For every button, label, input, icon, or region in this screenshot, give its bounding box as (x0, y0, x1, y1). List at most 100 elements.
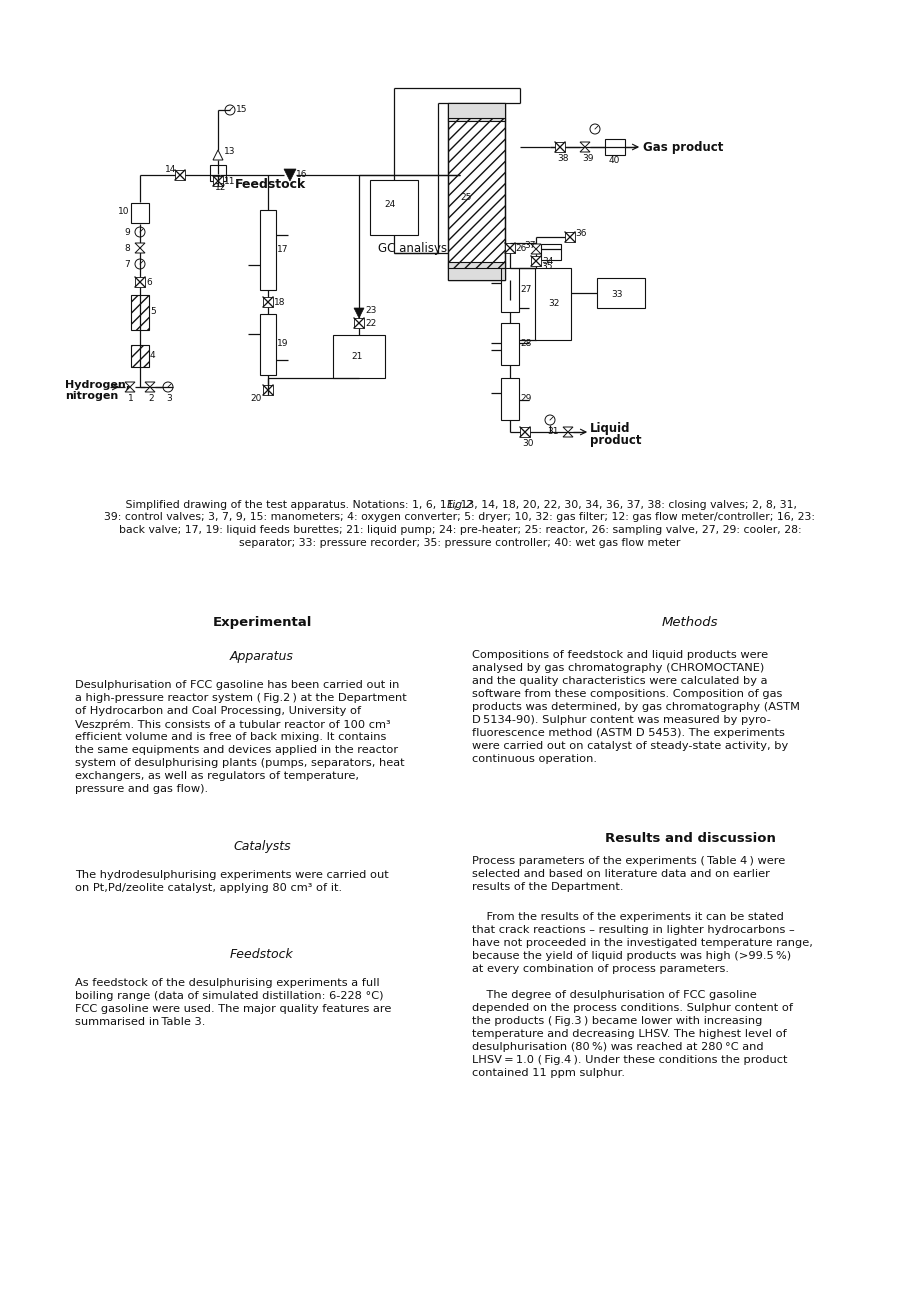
Text: 34: 34 (541, 256, 552, 266)
Text: the products ( Fig.3 ) became lower with increasing: the products ( Fig.3 ) became lower with… (471, 1016, 762, 1026)
Text: Veszprém. This consists of a tubular reactor of 100 cm³: Veszprém. This consists of a tubular rea… (75, 719, 391, 729)
Bar (501, 268, 518, 312)
Text: a high-pressure reactor system ( Fig.2 ) at the Department: a high-pressure reactor system ( Fig.2 )… (75, 693, 406, 703)
Text: products was determined, by gas chromatography (ASTM: products was determined, by gas chromato… (471, 702, 800, 712)
Text: Gas product: Gas product (642, 141, 722, 154)
Text: 20: 20 (250, 395, 261, 404)
Text: Hydrogen,: Hydrogen, (65, 380, 130, 391)
Text: Process parameters of the experiments ( Table 4 ) were: Process parameters of the experiments ( … (471, 855, 785, 866)
Text: 9: 9 (124, 228, 130, 237)
Text: 10: 10 (118, 207, 130, 216)
Text: contained 11 ppm sulphur.: contained 11 ppm sulphur. (471, 1068, 624, 1078)
Text: efficient volume and is free of back mixing. It contains: efficient volume and is free of back mix… (75, 732, 386, 742)
Text: Apparatus: Apparatus (230, 650, 293, 663)
Polygon shape (579, 147, 589, 152)
Text: 5: 5 (150, 307, 155, 316)
Text: Liquid: Liquid (589, 422, 630, 435)
Text: nitrogen: nitrogen (65, 391, 119, 401)
Polygon shape (530, 249, 540, 254)
Bar (175, 171, 185, 180)
Text: 36: 36 (574, 229, 586, 238)
Text: 39: control valves; 3, 7, 9, 15: manometers; 4: oxygen converter; 5: dryer; 10, : 39: control valves; 3, 7, 9, 15: manomet… (105, 513, 814, 522)
Text: 6: 6 (146, 279, 152, 286)
Text: 30: 30 (521, 439, 533, 448)
Text: Compositions of feedstock and liquid products were: Compositions of feedstock and liquid pro… (471, 650, 767, 660)
Text: have not proceeded in the investigated temperature range,: have not proceeded in the investigated t… (471, 937, 812, 948)
Polygon shape (562, 432, 573, 437)
Text: LHSV = 1.0 ( Fig.4 ). Under these conditions the product: LHSV = 1.0 ( Fig.4 ). Under these condit… (471, 1055, 787, 1065)
Text: Fig.2: Fig.2 (447, 500, 472, 510)
Text: 39: 39 (582, 154, 593, 163)
Text: Results and discussion: Results and discussion (604, 832, 775, 845)
Text: Methods: Methods (661, 616, 718, 629)
Text: GC analisys: GC analisys (378, 242, 447, 255)
Text: 1: 1 (128, 395, 133, 404)
Bar (354, 318, 364, 328)
Bar (596, 279, 644, 309)
Bar (369, 180, 417, 234)
Bar (263, 297, 273, 307)
Text: As feedstock of the desulphurising experiments a full: As feedstock of the desulphurising exper… (75, 978, 380, 988)
Bar (501, 378, 518, 421)
Text: Feedstock: Feedstock (230, 948, 293, 961)
Text: because the yield of liquid products was high (>99.5 %): because the yield of liquid products was… (471, 950, 790, 961)
Text: 33: 33 (610, 290, 622, 299)
Text: software from these compositions. Composition of gas: software from these compositions. Compos… (471, 689, 781, 699)
Text: on Pt,Pd/zeolite catalyst, applying 80 cm³ of it.: on Pt,Pd/zeolite catalyst, applying 80 c… (75, 883, 342, 893)
Text: Catalysts: Catalysts (233, 840, 290, 853)
Text: of Hydrocarbon and Coal Processing, University of: of Hydrocarbon and Coal Processing, Univ… (75, 706, 361, 716)
Text: separator; 33: pressure recorder; 35: pressure controller; 40: wet gas flow mete: separator; 33: pressure recorder; 35: pr… (239, 538, 680, 548)
Text: at every combination of process parameters.: at every combination of process paramete… (471, 963, 728, 974)
Text: 24: 24 (383, 201, 395, 210)
Text: 8: 8 (124, 243, 130, 253)
Polygon shape (354, 309, 364, 318)
Text: 35: 35 (540, 262, 552, 271)
Bar (554, 142, 564, 152)
Text: 7: 7 (124, 260, 130, 270)
Bar (448, 262, 505, 280)
Text: 26: 26 (515, 243, 526, 253)
Bar (130, 203, 149, 223)
Text: pressure and gas flow).: pressure and gas flow). (75, 784, 208, 794)
Polygon shape (135, 243, 145, 247)
Polygon shape (562, 427, 573, 432)
Text: From the results of the experiments it can be stated: From the results of the experiments it c… (471, 911, 783, 922)
Polygon shape (145, 387, 154, 392)
Text: summarised in Table 3.: summarised in Table 3. (75, 1017, 205, 1027)
Text: The hydrodesulphurising experiments were carried out: The hydrodesulphurising experiments were… (75, 870, 389, 880)
Text: 18: 18 (274, 298, 285, 307)
Text: selected and based on literature data and on earlier: selected and based on literature data an… (471, 868, 769, 879)
Text: results of the Department.: results of the Department. (471, 881, 623, 892)
Text: back valve; 17, 19: liquid feeds burettes; 21: liquid pump; 24: pre-heater; 25: : back valve; 17, 19: liquid feeds burette… (119, 525, 800, 535)
Text: 27: 27 (519, 285, 531, 294)
Bar (213, 176, 222, 186)
Text: FCC gasoline were used. The major quality features are: FCC gasoline were used. The major qualit… (75, 1004, 391, 1014)
Text: 37: 37 (524, 241, 535, 250)
Text: 2: 2 (148, 395, 153, 404)
Bar (530, 256, 540, 266)
Text: system of desulphurising plants (pumps, separators, heat: system of desulphurising plants (pumps, … (75, 758, 404, 768)
Text: desulphurisation (80 %) was reached at 280 °C and: desulphurisation (80 %) was reached at 2… (471, 1042, 763, 1052)
Text: 16: 16 (296, 171, 307, 178)
Text: The degree of desulphurisation of FCC gasoline: The degree of desulphurisation of FCC ga… (471, 990, 756, 1000)
Bar (540, 243, 561, 260)
Text: Simplified drawing of the test apparatus. Notations: 1, 6, 11, 13, 14, 18, 20, 2: Simplified drawing of the test apparatus… (122, 500, 797, 510)
Bar (448, 103, 505, 121)
Bar (448, 118, 505, 268)
Polygon shape (135, 247, 145, 253)
Text: 28: 28 (519, 339, 531, 348)
Text: 17: 17 (277, 245, 289, 254)
Text: that crack reactions – resulting in lighter hydrocarbons –: that crack reactions – resulting in ligh… (471, 924, 794, 935)
Bar (135, 277, 145, 286)
Text: 21: 21 (351, 352, 362, 361)
Polygon shape (125, 387, 135, 392)
Polygon shape (284, 169, 296, 181)
Text: 13: 13 (223, 147, 235, 156)
Text: 12: 12 (215, 184, 226, 191)
Text: 25: 25 (460, 193, 471, 202)
Bar (519, 427, 529, 437)
Bar (505, 243, 515, 253)
Text: 4: 4 (150, 352, 155, 359)
Bar (130, 345, 149, 367)
Bar (501, 323, 518, 365)
